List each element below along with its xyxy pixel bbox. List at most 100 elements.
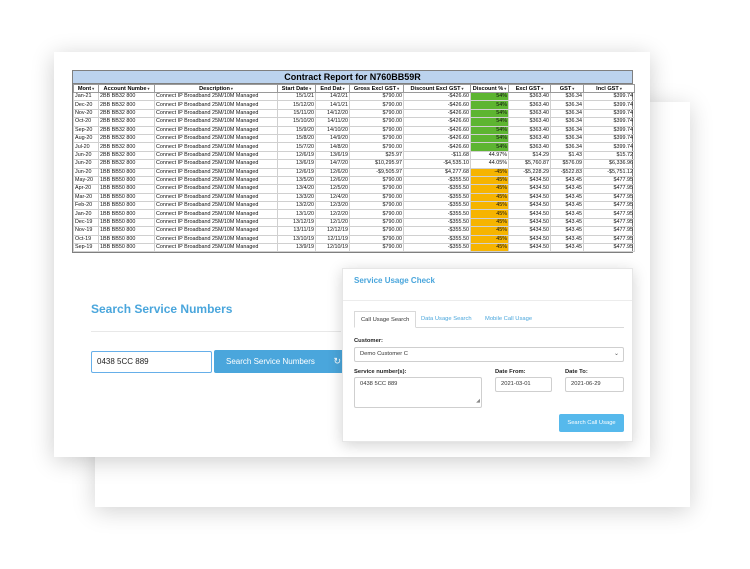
table-row: Feb-20 1BB BB50 800 Connect IP Broadband 2… (73, 201, 635, 211)
search-call-usage-button[interactable]: Search Call Usage (559, 414, 624, 432)
table-cell: $43.45 (550, 201, 584, 211)
filter-dropdown-icon[interactable]: ▾ (541, 85, 544, 91)
table-cell: -$522.83 (550, 167, 584, 177)
filter-dropdown-icon[interactable]: ▾ (342, 85, 345, 91)
table-cell: $790.00 (349, 217, 404, 228)
table-cell: $4,277.68 (403, 167, 471, 177)
table-cell: 2BB BB32 800 (98, 117, 155, 127)
tab-call-usage-search[interactable]: Call Usage Search (354, 311, 417, 328)
table-cell: Connect IP Broadband 25M/10M Managed (154, 159, 278, 169)
table-cell: Sep-19 (73, 243, 99, 253)
date-to-input[interactable]: 2021-06-29 (565, 377, 624, 392)
table-cell: $477.95 (583, 192, 635, 203)
table-cell: -$355.50 (403, 243, 471, 253)
report-column-header[interactable]: Discount %▾ (470, 84, 509, 93)
resize-handle-icon[interactable]: ◢ (476, 398, 480, 404)
table-cell: 2BB BB32 800 (98, 100, 155, 110)
table-cell: $576.09 (550, 159, 584, 169)
table-row: Mar-20 1BB BB50 800 Connect IP Broadband 2… (73, 192, 635, 203)
report-column-header[interactable]: Excl GST▾ (508, 84, 551, 93)
customer-select[interactable]: Demo Customer C ⌄ (354, 347, 624, 362)
table-cell: 15/1/21 (277, 91, 316, 102)
table-cell: 2BB BB32 800 (98, 159, 155, 169)
date-from-label: Date From: (495, 369, 526, 375)
table-cell: 13/5/20 (277, 175, 316, 186)
customer-label: Customer: (354, 338, 383, 344)
report-column-header[interactable]: Incl GST▾ (583, 84, 635, 93)
search-service-numbers-button[interactable]: Search Service Numbers ↻ (214, 350, 344, 373)
column-header-label: Start Date (281, 85, 309, 92)
table-cell: Connect IP Broadband 25M/10M Managed (154, 142, 278, 152)
table-cell: Connect IP Broadband 25M/10M Managed (154, 243, 278, 253)
refresh-icon: ↻ (333, 356, 341, 366)
table-cell: $477.95 (583, 175, 635, 186)
report-column-header[interactable]: Description▾ (154, 84, 278, 93)
table-cell: $399.74 (583, 108, 635, 119)
table-cell: 1BB BB50 800 (98, 192, 155, 203)
service-number-textarea[interactable]: 0438 5CC 889 ◢ (354, 377, 482, 408)
table-row: Aug-20 2BB BB32 800 Connect IP Broadband 2… (73, 133, 635, 144)
report-column-header[interactable]: Gross Excl GST▾ (349, 84, 404, 93)
report-table: Mont▾ Account Numbe▾ Description▾ Start Dat… (73, 84, 635, 253)
table-cell: 12/1/20 (315, 217, 350, 228)
filter-dropdown-icon[interactable]: ▾ (397, 85, 400, 91)
table-cell: 45% (470, 234, 509, 245)
report-column-header[interactable]: End Dat▾ (315, 84, 350, 93)
table-cell: $36.34 (550, 91, 584, 102)
table-cell: $790.00 (349, 117, 404, 127)
table-cell: $434.50 (508, 175, 551, 186)
table-cell: 1BB BB50 800 (98, 243, 155, 253)
tab-data-usage-search[interactable]: Data Usage Search (421, 316, 472, 322)
report-column-header[interactable]: Mont▾ (73, 84, 99, 93)
table-cell: $434.50 (508, 184, 551, 194)
filter-dropdown-icon[interactable]: ▾ (619, 85, 622, 91)
filter-dropdown-icon[interactable]: ▾ (309, 85, 312, 91)
tab-mobile-call-usage[interactable]: Mobile Call Usage (485, 316, 533, 322)
table-cell: $477.95 (583, 243, 635, 253)
column-header-label: Discount Excl GST (410, 85, 461, 92)
table-cell: -$11.68 (403, 150, 471, 161)
table-cell: 15/10/20 (277, 117, 316, 127)
table-cell: 15/11/20 (277, 108, 316, 119)
table-cell: Connect IP Broadband 25M/10M Managed (154, 226, 278, 236)
table-cell: $36.34 (550, 133, 584, 144)
table-cell: 44.05% (470, 159, 509, 169)
table-cell: $434.50 (508, 201, 551, 211)
search-input[interactable]: 0438 5CC 889 (91, 351, 212, 373)
table-cell: $790.00 (349, 142, 404, 152)
table-cell: Connect IP Broadband 25M/10M Managed (154, 117, 278, 127)
table-cell: 1BB BB50 800 (98, 201, 155, 211)
report-column-header[interactable]: GST▾ (550, 84, 584, 93)
table-cell: $790.00 (349, 234, 404, 245)
table-cell: 45% (470, 226, 509, 236)
table-cell: 13/12/19 (277, 217, 316, 228)
table-cell: -$355.50 (403, 217, 471, 228)
table-cell: Oct-20 (73, 117, 99, 127)
filter-dropdown-icon[interactable]: ▾ (461, 85, 464, 91)
table-cell: 12/10/19 (315, 243, 350, 253)
table-cell: 1BB BB50 800 (98, 184, 155, 194)
table-cell: 13/3/20 (277, 192, 316, 203)
report-column-header[interactable]: Account Numbe▾ (98, 84, 155, 93)
report-column-header[interactable]: Start Date▾ (277, 84, 316, 93)
table-cell: 12/12/19 (315, 226, 350, 236)
report-column-header[interactable]: Discount Excl GST▾ (403, 84, 471, 93)
table-cell: 1BB BB50 800 (98, 226, 155, 236)
table-cell: Nov-19 (73, 226, 99, 236)
filter-dropdown-icon[interactable]: ▾ (572, 85, 575, 91)
filter-dropdown-icon[interactable]: ▾ (147, 85, 150, 91)
table-cell: 13/10/19 (277, 234, 316, 245)
filter-dropdown-icon[interactable]: ▾ (230, 85, 233, 91)
table-cell: $399.74 (583, 125, 635, 135)
service-number-label: Service number(s): (354, 369, 407, 375)
table-row: Nov-20 2BB BB32 800 Connect IP Broadband 2… (73, 108, 635, 119)
table-cell: $363.40 (508, 133, 551, 144)
table-cell: $790.00 (349, 243, 404, 253)
date-from-input[interactable]: 2021-03-01 (495, 377, 552, 392)
table-cell: 15/12/20 (277, 100, 316, 110)
table-cell: Connect IP Broadband 25M/10M Managed (154, 217, 278, 228)
filter-dropdown-icon[interactable]: ▾ (504, 85, 507, 91)
filter-dropdown-icon[interactable]: ▾ (92, 85, 95, 91)
table-cell: 14/8/20 (315, 142, 350, 152)
table-cell: $1.43 (550, 150, 584, 161)
